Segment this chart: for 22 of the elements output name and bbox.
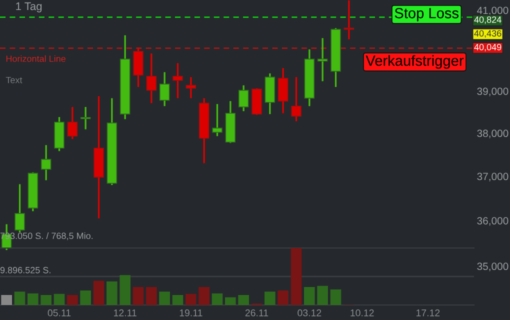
y-tick-label: 35,000 — [477, 262, 508, 272]
y-tick-label: 38,000 — [477, 130, 508, 138]
annotation: Horizontal Line — [6, 55, 66, 62]
ref-line-label: Stop Loss — [394, 8, 459, 22]
x-tick-label: 17.12 — [416, 309, 440, 316]
ref-line-label: Verkaufstrigger — [366, 55, 464, 69]
x-tick-label: 10.12 — [350, 309, 374, 316]
x-tick-label: 03.12 — [298, 309, 322, 316]
y-tick-label: 37,000 — [477, 172, 508, 182]
annotation: Text — [6, 76, 22, 84]
ref-line-label: 9.896.525 S. — [0, 266, 50, 274]
text: 40,436 — [474, 30, 502, 38]
x-tick-label: 26.11 — [245, 309, 268, 316]
x-tick-label: 12.11 — [114, 309, 136, 316]
text: 40,824 — [474, 16, 502, 24]
y-tick-label: 41,000 — [477, 6, 508, 16]
chart-title: 1 Tag — [16, 2, 42, 12]
y-tick-label: 36,000 — [477, 217, 508, 226]
text: 40,049 — [474, 44, 502, 52]
x-tick-label: 05.11 — [48, 309, 71, 316]
y-tick-label: 39,000 — [477, 88, 508, 96]
x-tick-label: 19.11 — [180, 309, 202, 316]
